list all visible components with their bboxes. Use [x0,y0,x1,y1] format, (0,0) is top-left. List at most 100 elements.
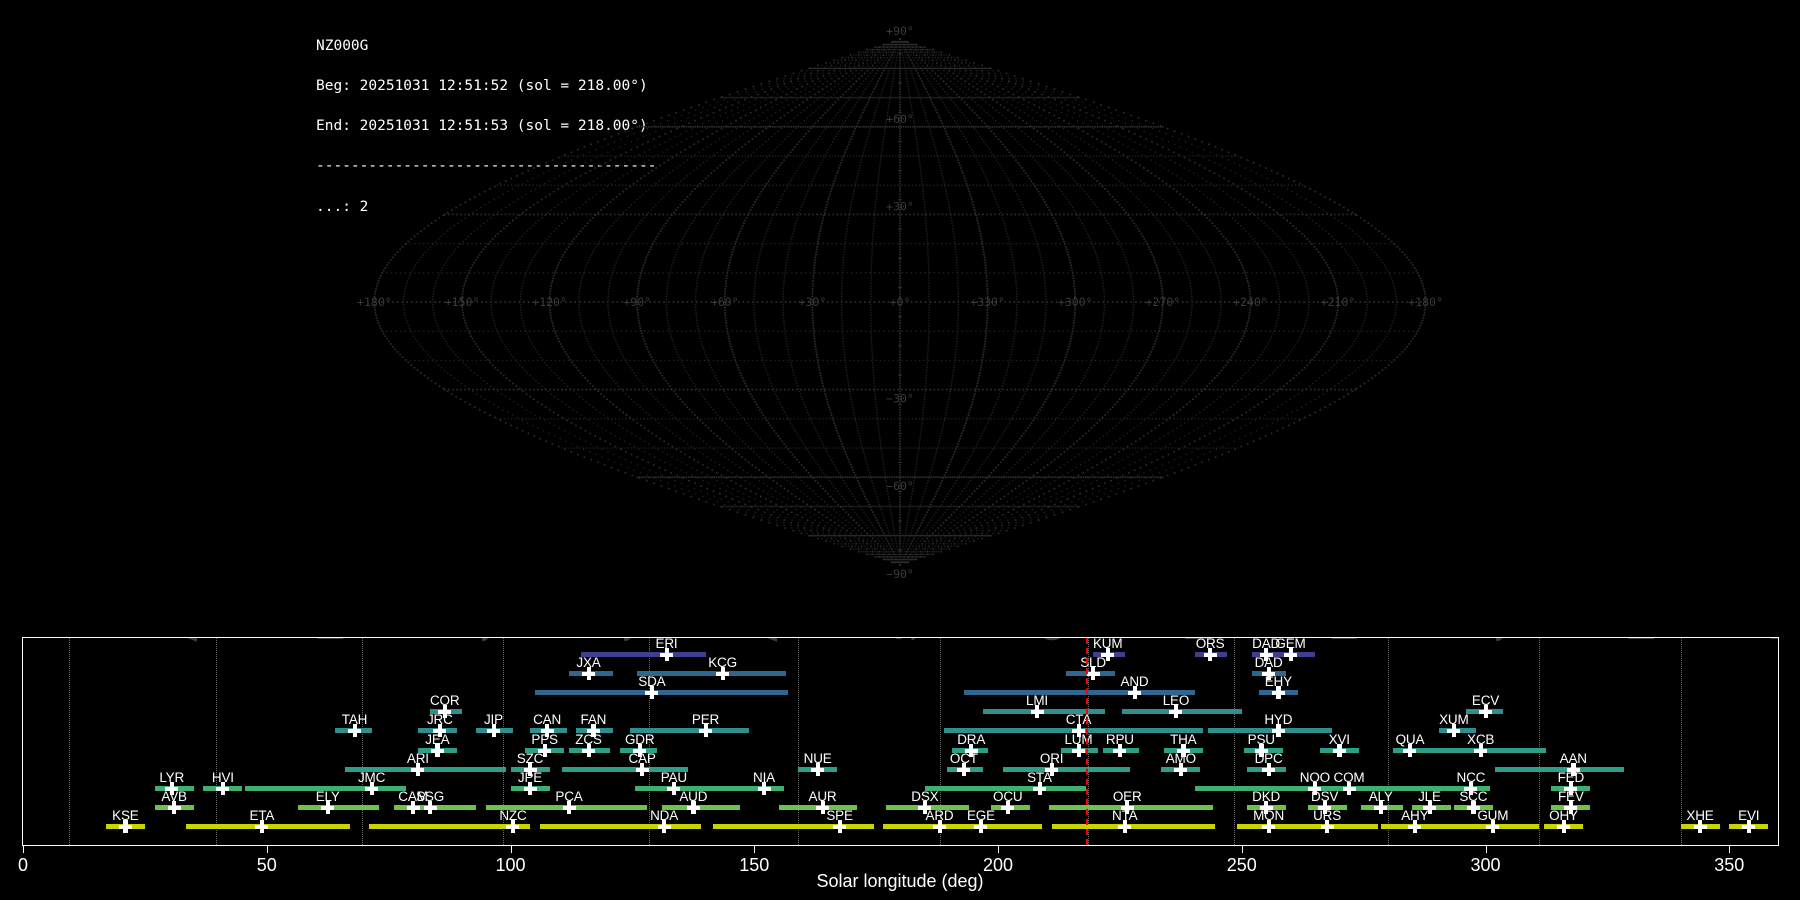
shower-code-label: AMO [1165,750,1196,766]
shower-code-label: OER [1112,788,1142,804]
x-axis-tick-label: 50 [256,855,277,875]
shower-code-label: ETA [249,807,275,823]
shower-peak-marker [1262,763,1276,776]
x-axis-tick [754,846,756,853]
shower-code-label: DSX [911,788,939,804]
shower-activity-bar [959,824,1042,829]
x-axis-title: Solar longitude (deg) [816,871,984,891]
month-label-jul: JUL [598,638,640,642]
shower-peak-marker [933,820,946,833]
shower-peak-marker [1113,744,1127,757]
month-label-aug: AUG [744,638,786,642]
shower-peak-marker [1320,820,1334,833]
shower-peak-marker [1422,801,1436,814]
shower-peak-marker [562,801,576,814]
shower-code-label: CAN [533,711,562,727]
shower-peak-marker [1118,820,1132,833]
shower-peak-marker [523,763,537,776]
shower-activity-bar [1195,786,1357,791]
shower-peak-marker [523,782,537,795]
shower-peak-marker [438,705,452,718]
shower-activity-bar [1495,767,1625,772]
shower-peak-marker [486,724,500,737]
shower-peak-marker [538,744,552,757]
shower-code-label: GDR [624,731,655,747]
shower-peak-marker [1486,820,1500,833]
shower-activity-bar [534,690,789,695]
shower-code-label: HVI [211,769,234,785]
header-info-block: NZ000G Beg: 20251031 12:51:52 (sol = 218… [316,13,656,241]
header-line-count: ...: 2 [316,198,369,215]
shower-peak-marker [667,782,681,795]
sky-map-panel: +90° +60° +30° −30° −60° −90° +180° +150° +120° +… [357,24,1443,581]
shower-peak-marker [1203,648,1217,661]
header-line-begin: Beg: 20251031 12:51:52 (sol = 218.00°) [316,78,648,95]
shower-code-label: JLE [1418,788,1441,804]
shower-peak-marker [1176,744,1190,757]
shower-code-label: AAN [1559,750,1587,766]
shower-peak-marker [816,801,829,814]
shower-activity-bar [369,824,530,829]
shower-peak-marker [1071,744,1085,757]
header-line-end: End: 20251031 12:51:53 (sol = 218.00°) [316,118,648,135]
shower-code-label: COM [1333,769,1365,785]
shower-code-label: URS [1313,807,1342,823]
shower-peak-marker [1030,705,1044,718]
shower-peak-marker [118,820,132,833]
x-axis: 0 50 100 150 200 250 300 350 [18,846,1779,876]
shower-code-label: LMI [1026,692,1048,708]
shower-code-label: RPU [1105,731,1134,747]
month-divider-jun [361,638,363,845]
shower-peak-marker [757,782,771,795]
shower-code-label: STA [1027,769,1052,785]
shower-peak-marker [1259,648,1273,661]
x-axis-tick-label: 150 [739,855,770,875]
shower-peak-marker [1566,763,1580,776]
shower-code-label: EGE [966,807,995,823]
x-axis-tick [1729,846,1731,853]
shower-peak-marker [1474,744,1488,757]
x-axis-tick [266,846,268,853]
shower-code-label: CTA [1065,711,1092,727]
shower-code-label: AHY [1401,807,1429,823]
shower-peak-marker [321,801,335,814]
shower-code-label: PPS [531,731,558,747]
shower-code-label: THA [1170,731,1197,747]
shower-code-label: SZC [516,750,544,766]
shower-code-label: NCC [1456,769,1486,785]
shower-code-label: DPC [1254,750,1283,766]
x-axis-tick-label: 200 [982,855,1014,875]
current-solar-longitude-line [1085,638,1088,845]
shower-code-label: GUM [1477,807,1509,823]
shower-activity-bar [1236,824,1318,829]
shower-code-label: JPE [517,769,543,785]
shower-code-label: FEV [1557,788,1584,804]
shower-activity-bar [344,767,506,772]
month-divider-mar [1680,638,1682,845]
shower-activity-bar [1207,728,1332,733]
shower-code-label: JIP [483,711,503,727]
shower-code-label: NIA [753,769,775,785]
shower-peak-marker [1318,801,1332,814]
shower-peak-marker [406,801,420,814]
shower-peak-marker [1308,782,1322,795]
x-axis-tick-label: 250 [1226,855,1257,875]
shower-activity-bar [581,652,706,657]
shower-code-label: FED [1557,769,1585,785]
shower-peak-marker [586,724,600,737]
shower-code-label: ORI [1039,750,1064,766]
shower-peak-marker [255,820,269,833]
shower-activity-bar [712,824,874,829]
activity-chart-plot-area: APRMAYJUNJULAUGSEPOCTNOVDECJANFEBMARERIK… [23,638,1778,845]
x-axis-tick [998,846,999,853]
shower-peak-marker [1120,801,1134,814]
shower-code-label: KUM [1092,637,1123,651]
month-label-mar: MAR [1763,638,1778,642]
grid-dot-layer [373,38,1427,566]
shower-peak-marker [1101,648,1115,661]
shower-activity-bar [244,786,406,791]
shower-peak-marker [1447,724,1461,737]
x-axis-tick [1241,846,1243,853]
shower-code-label: JRC [426,711,453,727]
